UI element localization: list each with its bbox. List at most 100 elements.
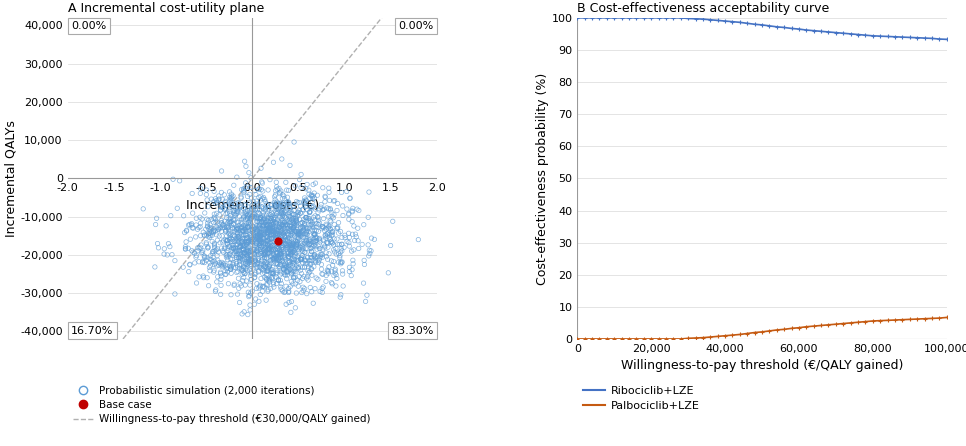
Point (246, 274, 262, 281)
Point (233, 256, 248, 264)
Point (207, 227, 222, 234)
Point (210, 256, 225, 264)
Point (327, 269, 343, 277)
Point (236, 264, 251, 272)
Point (345, 205, 360, 212)
Point (294, 227, 309, 235)
Point (288, 252, 303, 259)
Point (148, 221, 163, 228)
Point (268, 231, 283, 238)
Point (283, 242, 298, 249)
Point (251, 185, 267, 192)
Point (283, 261, 298, 268)
Point (286, 260, 301, 268)
Point (283, 225, 298, 232)
Point (249, 232, 265, 240)
Point (273, 280, 289, 287)
Point (232, 264, 247, 272)
Point (327, 267, 343, 274)
Point (197, 259, 213, 266)
Point (200, 244, 215, 252)
Point (212, 262, 227, 269)
Point (294, 184, 309, 191)
Point (303, 222, 319, 229)
Point (290, 231, 305, 238)
Point (194, 215, 210, 223)
Point (339, 188, 355, 195)
Point (270, 255, 285, 262)
Point (271, 256, 287, 263)
Point (293, 220, 308, 227)
Point (275, 256, 291, 264)
Point (332, 254, 348, 261)
Point (266, 246, 281, 253)
Point (185, 247, 200, 254)
Point (326, 241, 341, 248)
Point (241, 247, 256, 254)
Point (272, 271, 288, 278)
Point (226, 282, 242, 289)
Point (254, 204, 270, 211)
Point (262, 278, 277, 285)
Point (285, 240, 300, 247)
Point (232, 227, 247, 234)
Point (262, 226, 277, 233)
Point (276, 266, 292, 273)
Point (231, 285, 246, 292)
Point (241, 256, 256, 263)
Point (251, 268, 267, 275)
Point (248, 198, 264, 205)
Point (239, 163, 254, 170)
Point (217, 228, 233, 235)
Point (231, 219, 246, 226)
Point (210, 198, 225, 206)
Point (225, 245, 241, 252)
Point (313, 201, 328, 208)
Point (241, 227, 256, 234)
Point (269, 210, 284, 217)
Point (255, 288, 270, 295)
Point (320, 267, 335, 274)
Point (318, 194, 333, 201)
Point (242, 258, 258, 265)
Point (213, 276, 229, 283)
Point (323, 225, 338, 232)
Point (277, 222, 293, 229)
Point (266, 220, 281, 227)
Point (244, 252, 260, 259)
Point (275, 229, 291, 236)
Point (239, 210, 254, 217)
Point (216, 191, 232, 198)
Point (212, 195, 227, 202)
Point (219, 214, 235, 221)
Point (363, 247, 379, 254)
Point (249, 252, 265, 259)
Point (306, 194, 322, 202)
Point (236, 240, 251, 248)
Point (267, 254, 282, 261)
Point (242, 252, 258, 259)
Point (284, 235, 299, 243)
Point (295, 259, 310, 266)
Point (238, 260, 253, 267)
Point (259, 276, 274, 283)
Point (270, 231, 285, 239)
Point (319, 272, 334, 279)
Point (276, 201, 292, 208)
Point (214, 221, 230, 228)
Point (296, 284, 311, 291)
Point (228, 258, 243, 265)
Point (242, 215, 258, 222)
Point (241, 248, 256, 255)
Point (279, 244, 295, 251)
Point (252, 235, 268, 243)
Point (248, 230, 264, 237)
Point (188, 254, 204, 261)
Point (239, 220, 254, 227)
Point (242, 191, 258, 198)
Point (252, 214, 268, 221)
Point (306, 238, 322, 245)
Point (298, 231, 313, 239)
Point (224, 238, 240, 245)
Point (283, 250, 298, 257)
